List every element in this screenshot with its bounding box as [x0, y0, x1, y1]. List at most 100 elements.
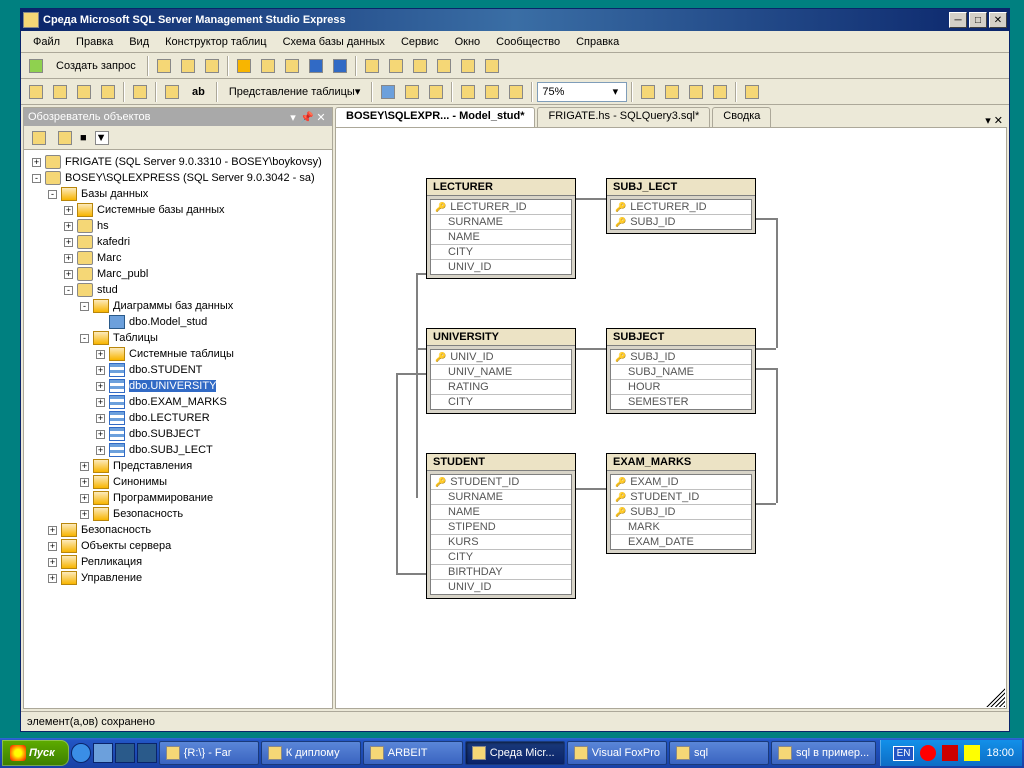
tb-icon-5[interactable] [281, 55, 303, 77]
connect-icon[interactable] [28, 127, 50, 149]
tb2-icon-3[interactable] [73, 81, 95, 103]
save-all-icon[interactable] [329, 55, 351, 77]
tb2-icon-1[interactable] [25, 81, 47, 103]
tb2-icon-4[interactable] [97, 81, 119, 103]
db-table-university[interactable]: UNIVERSITY🔑UNIV_IDUNIV_NAMERATINGCITY [426, 328, 576, 414]
menu-сервис[interactable]: Сервис [393, 33, 447, 51]
tb-icon-8[interactable] [409, 55, 431, 77]
tb2-icon-15[interactable] [685, 81, 707, 103]
tb-icon-3[interactable] [201, 55, 223, 77]
quicklaunch-ie-icon[interactable] [71, 743, 91, 763]
new-query-icon[interactable] [25, 55, 47, 77]
tree-node[interactable]: +dbo.UNIVERSITY [26, 378, 330, 394]
tb-icon-10[interactable] [457, 55, 479, 77]
tree-node[interactable]: +Объекты сервера [26, 538, 330, 554]
tb2-icon-14[interactable] [661, 81, 683, 103]
save-icon[interactable] [305, 55, 327, 77]
language-indicator[interactable]: EN [893, 746, 915, 761]
tb2-icon-8[interactable] [401, 81, 423, 103]
taskbar-task[interactable]: {R:\} - Far [159, 741, 259, 765]
tree-node[interactable]: +dbo.SUBJECT [26, 426, 330, 442]
tb-icon-2[interactable] [177, 55, 199, 77]
tb2-icon-6[interactable] [161, 81, 183, 103]
tree-node[interactable]: +Системные базы данных [26, 202, 330, 218]
tree-node[interactable]: -BOSEY\SQLEXPRESS (SQL Server 9.0.3042 -… [26, 170, 330, 186]
tree-node[interactable]: +hs [26, 218, 330, 234]
close-panel-icon[interactable]: ✕ [314, 111, 328, 124]
tb-icon-9[interactable] [433, 55, 455, 77]
tree-node[interactable]: +Безопасность [26, 522, 330, 538]
tree-node[interactable]: +Управление [26, 570, 330, 586]
tb2-icon-13[interactable] [637, 81, 659, 103]
tree-node[interactable]: -Базы данных [26, 186, 330, 202]
tree-node[interactable]: +FRIGATE (SQL Server 9.0.3310 - BOSEY\bo… [26, 154, 330, 170]
tree-node[interactable]: +Системные таблицы [26, 346, 330, 362]
taskbar-task[interactable]: К диплому [261, 741, 361, 765]
tree-node[interactable]: +kafedri [26, 234, 330, 250]
db-table-subj_lect[interactable]: SUBJ_LECT🔑LECTURER_ID🔑SUBJ_ID [606, 178, 756, 234]
tree-node[interactable]: +Marc_publ [26, 266, 330, 282]
tb2-icon-16[interactable] [709, 81, 731, 103]
tree-node[interactable]: +Синонимы [26, 474, 330, 490]
tb2-icon-11[interactable] [481, 81, 503, 103]
db-table-student[interactable]: STUDENT🔑STUDENT_IDSURNAMENAMESTIPENDKURS… [426, 453, 576, 599]
menu-схема базы данных[interactable]: Схема базы данных [275, 33, 393, 51]
tree-node[interactable]: +Программирование [26, 490, 330, 506]
tree-node[interactable]: +dbo.LECTURER [26, 410, 330, 426]
tb-icon-6[interactable] [361, 55, 383, 77]
tb-icon-11[interactable] [481, 55, 503, 77]
zoom-combo[interactable]: 75%▾ [537, 82, 627, 102]
maximize-button[interactable]: □ [969, 12, 987, 28]
doc-tab[interactable]: BOSEY\SQLEXPR... - Model_stud* [335, 107, 535, 127]
menu-правка[interactable]: Правка [68, 33, 121, 51]
db-table-lecturer[interactable]: LECTURER🔑LECTURER_IDSURNAMENAMECITYUNIV_… [426, 178, 576, 279]
tree-node[interactable]: -Таблицы [26, 330, 330, 346]
menu-окно[interactable]: Окно [447, 33, 489, 51]
tb-icon-4[interactable] [257, 55, 279, 77]
menu-сообщество[interactable]: Сообщество [488, 33, 568, 51]
quicklaunch-icon-3[interactable] [115, 743, 135, 763]
refresh-icon[interactable]: ▼ [91, 127, 113, 149]
tb-icon-1[interactable] [153, 55, 175, 77]
tray-icon-2[interactable] [942, 745, 958, 761]
tb2-icon-17[interactable] [741, 81, 763, 103]
taskbar-task[interactable]: ARBEIT [363, 741, 463, 765]
tree-node[interactable]: +dbo.EXAM_MARKS [26, 394, 330, 410]
tree-node[interactable]: -stud [26, 282, 330, 298]
tree[interactable]: +FRIGATE (SQL Server 9.0.3310 - BOSEY\bo… [24, 150, 332, 708]
tb2-icon-9[interactable] [425, 81, 447, 103]
tb2-icon-2[interactable] [49, 81, 71, 103]
minimize-button[interactable]: ─ [949, 12, 967, 28]
tree-node[interactable]: +Marc [26, 250, 330, 266]
tree-node[interactable]: dbo.Model_stud [26, 314, 330, 330]
taskbar-task[interactable]: sql в пример... [771, 741, 876, 765]
tree-node[interactable]: +dbo.STUDENT [26, 362, 330, 378]
tray-icon-3[interactable] [964, 745, 980, 761]
db-table-exam_marks[interactable]: EXAM_MARKS🔑EXAM_ID🔑STUDENT_ID🔑SUBJ_IDMAR… [606, 453, 756, 554]
quicklaunch-icon-4[interactable] [137, 743, 157, 763]
titlebar[interactable]: Среда Microsoft SQL Server Management St… [21, 9, 1009, 31]
tree-node[interactable]: +Безопасность [26, 506, 330, 522]
doc-tab[interactable]: FRIGATE.hs - SQLQuery3.sql* [537, 107, 710, 127]
menu-вид[interactable]: Вид [121, 33, 157, 51]
drop-arrow-icon[interactable]: 📌 [300, 111, 314, 124]
new-query-button[interactable]: Создать запрос [49, 55, 143, 77]
taskbar-task[interactable]: sql [669, 741, 769, 765]
tb2-icon-12[interactable] [505, 81, 527, 103]
open-icon[interactable] [233, 55, 255, 77]
tree-node[interactable]: +Репликация [26, 554, 330, 570]
taskbar-task[interactable]: Visual FoxPro [567, 741, 667, 765]
tb2-icon-10[interactable] [457, 81, 479, 103]
db-table-subject[interactable]: SUBJECT🔑SUBJ_IDSUBJ_NAMEHOURSEMESTER [606, 328, 756, 414]
tab-controls[interactable]: ▾ ✕ [981, 114, 1007, 127]
pin-icon[interactable]: ▾ [286, 111, 300, 124]
resize-grip-icon[interactable] [985, 687, 1005, 707]
tb-icon-7[interactable] [385, 55, 407, 77]
menu-файл[interactable]: Файл [25, 33, 68, 51]
tb2-icon-7[interactable] [377, 81, 399, 103]
taskbar-task[interactable]: Среда Micr... [465, 741, 565, 765]
diagram-canvas[interactable]: LECTURER🔑LECTURER_IDSURNAMENAMECITYUNIV_… [335, 127, 1007, 709]
menu-конструктор таблиц[interactable]: Конструктор таблиц [157, 33, 274, 51]
quicklaunch-desktop-icon[interactable] [93, 743, 113, 763]
disconnect-icon[interactable] [54, 127, 76, 149]
